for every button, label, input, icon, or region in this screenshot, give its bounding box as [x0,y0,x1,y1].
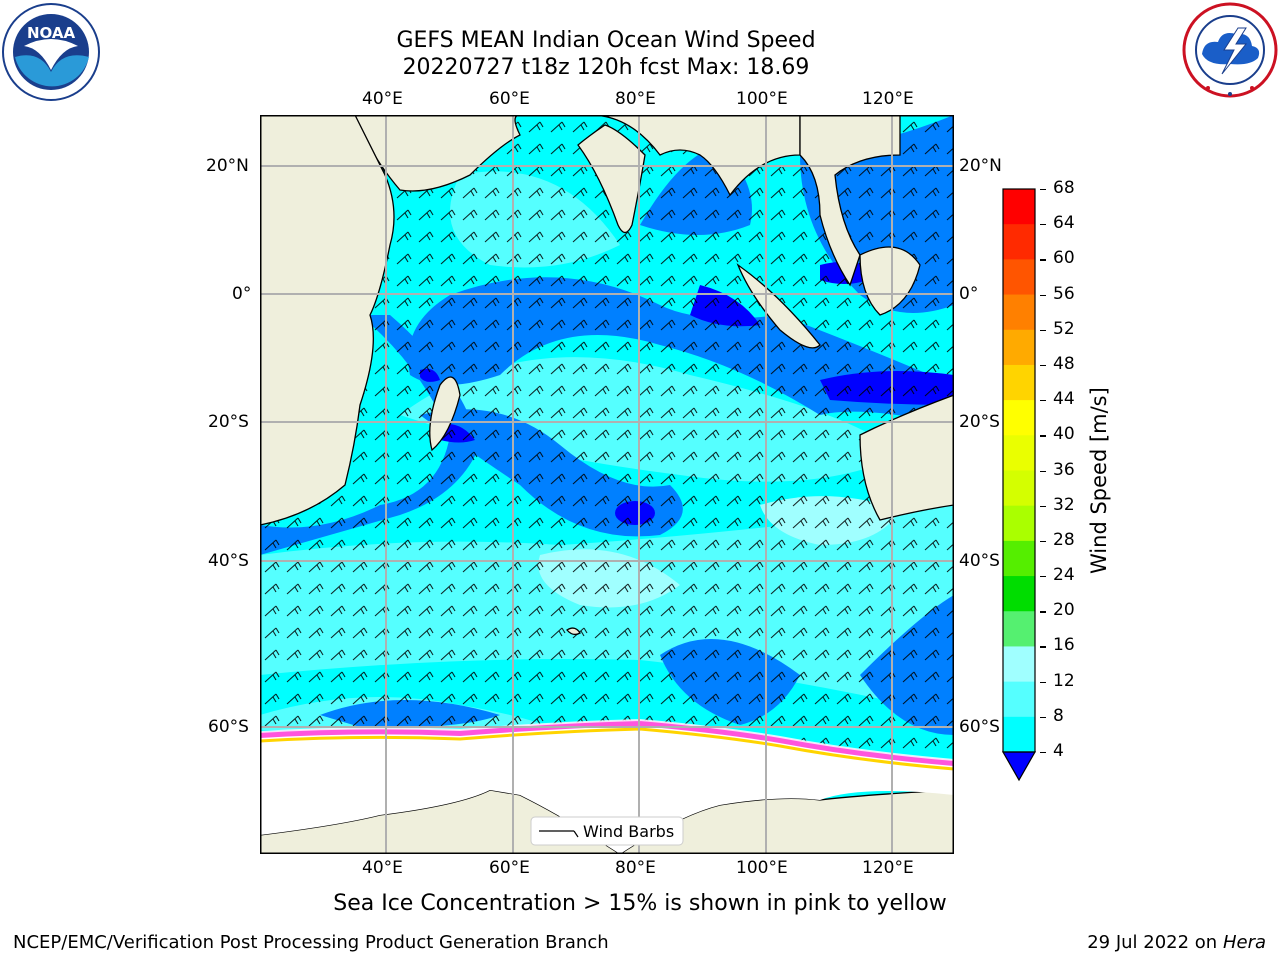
colorbar-tick-mark [1040,400,1046,402]
map-frame [260,115,954,854]
noaa-logo-text: NOAA [27,24,76,42]
lon-label-top-100e: 100°E [736,89,788,109]
colorbar-tick-mark [1040,435,1046,437]
lon-label-top-120e: 120°E [862,89,914,109]
colorbar [1001,188,1037,782]
colorbar-swatch [1003,189,1035,225]
colorbar-tick-mark [1040,716,1046,719]
colorbar-tick-label: 64 [1053,213,1075,234]
lat-label-left-0: 0° [232,284,252,304]
graticule [260,115,954,854]
footer-branch: NCEP/EMC/Verification Post Processing Pr… [13,932,609,953]
colorbar-swatch [1003,576,1035,612]
nws-logo-icon [1182,2,1278,98]
colorbar-swatch [1003,505,1035,542]
colorbar-swatch [1003,611,1035,647]
lon-label-bottom-60e: 60°E [489,858,530,878]
colorbar-tick-label: 4 [1053,741,1064,761]
colorbar-tick-mark [1040,611,1046,613]
colorbar-tick-mark [1040,752,1046,754]
colorbar-swatch [1003,470,1035,507]
lat-label-right-20n: 20°N [959,156,1002,176]
colorbar-tick-mark [1040,189,1046,191]
colorbar-swatch [1003,294,1035,331]
colorbar-tick-label: 28 [1053,529,1075,550]
colorbar-label: Wind Speed [m/s] [1087,387,1111,574]
colorbar-swatch [1003,259,1035,296]
colorbar-swatch [1003,329,1035,366]
land-masses [260,115,954,854]
colorbar-tick-mark [1040,646,1046,648]
colorbar-swatch [1003,681,1035,718]
footer-machine: Hera [1222,932,1266,953]
colorbar-tick-label: 8 [1053,705,1064,726]
lat-label-right-40s: 40°S [959,551,1000,571]
plot-title-line1: GEFS MEAN Indian Ocean Wind Speed [396,28,816,53]
colorbar-frame [1002,188,1036,753]
colorbar-tick-mark [1040,294,1046,296]
colorbar-tick-label: 52 [1053,318,1075,339]
colorbar-tick-label: 68 [1053,178,1075,198]
colorbar-tick-label: 12 [1053,670,1075,691]
colorbar-swatch [1003,646,1035,683]
lon-label-bottom-100e: 100°E [736,858,788,878]
colorbar-swatches [1003,189,1035,753]
colorbar-tick-label: 36 [1053,459,1075,480]
colorbar-tick-mark [1040,505,1046,507]
colorbar-tick-label: 44 [1053,389,1075,410]
lat-label-left-40s: 40°S [208,551,249,571]
colorbar-swatch [1003,540,1035,577]
lon-label-bottom-40e: 40°E [362,858,403,878]
lon-label-bottom-120e: 120°E [862,858,914,878]
footer-date: 29 Jul 2022 on Hera [1087,932,1266,953]
lat-label-right-0: 0° [959,284,979,304]
colorbar-swatch [1003,364,1035,401]
lon-label-top-40e: 40°E [362,89,403,109]
colorbar-tick-mark [1040,540,1046,543]
wind-barbs-legend: Wind Barbs [530,816,684,846]
colorbar-tick-mark [1040,470,1046,472]
lon-label-top-80e: 80°E [615,89,656,109]
colorbar-swatch [1003,435,1035,471]
colorbar-extend-triangle [1001,751,1037,782]
plot-title-line2: 20220727 t18z 120h fcst Max: 18.69 [402,55,810,80]
lat-label-left-20n: 20°N [206,156,249,176]
lon-label-top-60e: 60°E [489,89,530,109]
noaa-logo-icon: NOAA [2,3,100,101]
colorbar-tick-mark [1040,364,1046,367]
colorbar-tick-label: 60 [1053,248,1075,269]
colorbar-tick-label: 16 [1053,635,1075,656]
sea-ice-area [260,723,954,854]
colorbar-tick-label: 24 [1053,565,1075,586]
footer-date-text: 29 Jul 2022 on [1087,932,1223,953]
lat-label-right-60s: 60°S [959,717,1000,737]
lon-label-bottom-80e: 80°E [615,858,656,878]
lat-label-left-60s: 60°S [208,717,249,737]
colorbar-tick-label: 32 [1053,494,1075,515]
wind-speed-map: Wind Barbs [260,115,954,854]
colorbar-tick-mark [1040,259,1046,261]
lat-label-right-20s: 20°S [959,412,1000,432]
legend-label: Wind Barbs [583,822,674,841]
colorbar-tick-mark [1040,576,1046,578]
colorbar-swatch [1003,716,1035,753]
colorbar-swatch [1003,224,1035,260]
colorbar-tick-mark [1040,224,1046,226]
colorbar-tick-mark [1040,329,1046,332]
colorbar-tick-label: 48 [1053,353,1075,374]
colorbar-tick-label: 20 [1053,600,1075,621]
colorbar-tick-label: 56 [1053,283,1075,304]
colorbar-tick-mark [1040,681,1046,683]
colorbar-swatch [1003,400,1035,436]
lat-label-left-20s: 20°S [208,412,249,432]
sea-ice-caption: Sea Ice Concentration > 15% is shown in … [333,891,947,916]
colorbar-tick-label: 40 [1053,424,1075,445]
